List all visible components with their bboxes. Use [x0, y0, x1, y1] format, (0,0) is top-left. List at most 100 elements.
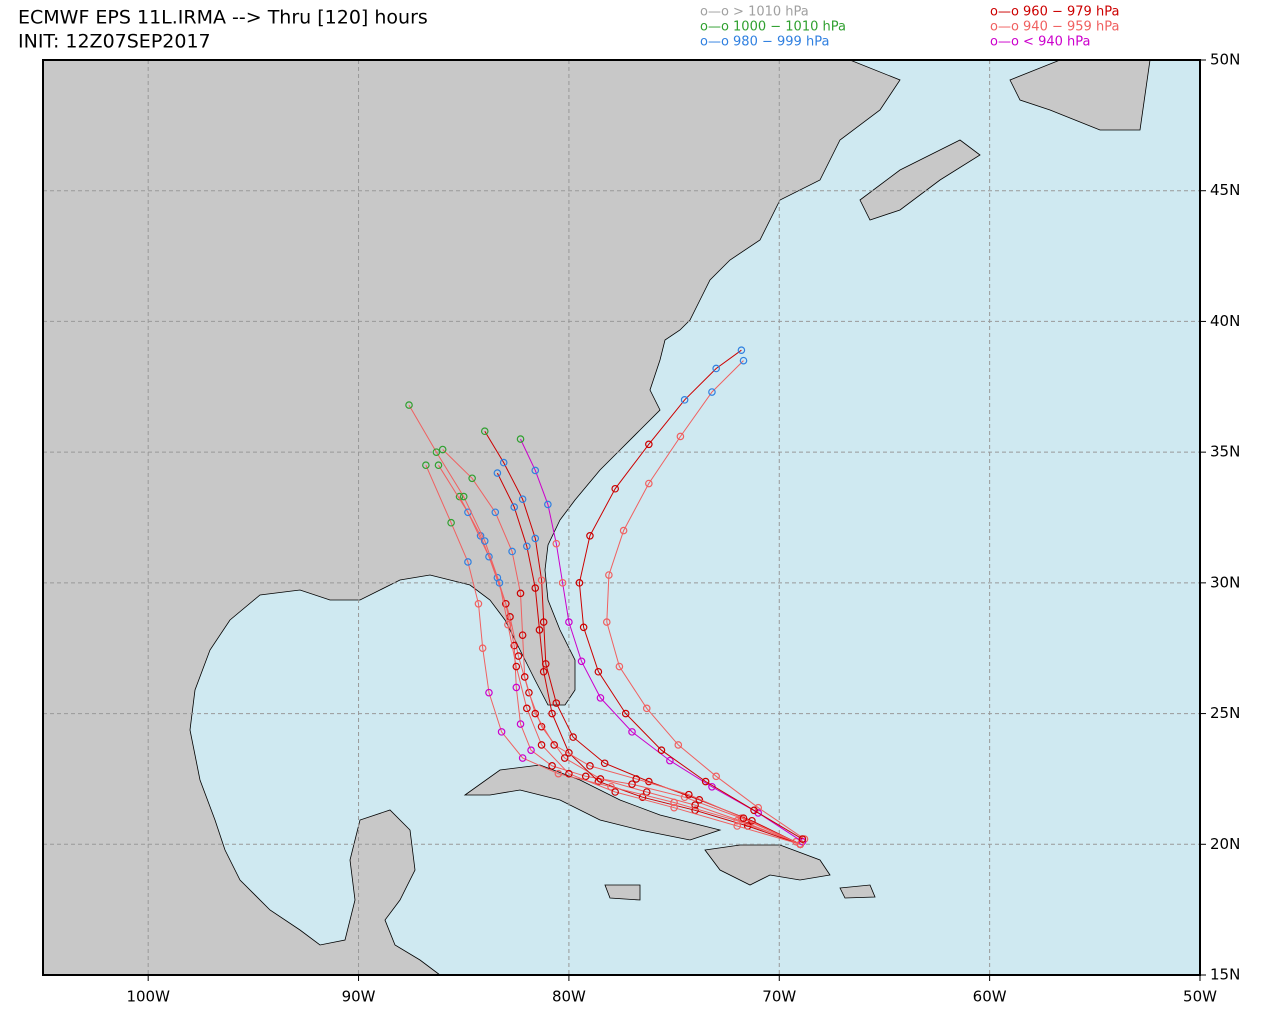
track-point	[712, 364, 720, 373]
track-point	[739, 356, 748, 365]
track-point	[674, 741, 683, 749]
track-point	[497, 728, 506, 736]
track-point	[516, 720, 525, 728]
track-point	[558, 579, 567, 587]
track-point	[628, 780, 636, 788]
subtitle: INIT: 12Z07SEP2017	[18, 31, 211, 53]
track-point	[632, 775, 641, 783]
track-point	[666, 756, 674, 765]
y-tick-label: 35N	[1210, 443, 1240, 461]
track-point	[701, 777, 710, 786]
track-point	[569, 733, 577, 741]
track-point	[552, 539, 561, 548]
track-point	[750, 806, 758, 815]
track-point	[560, 754, 569, 762]
track-point	[712, 772, 720, 781]
track-point	[581, 772, 590, 781]
track-point	[657, 746, 666, 754]
track-line	[408, 404, 801, 845]
track-point	[512, 683, 521, 692]
track-point	[405, 401, 413, 409]
track-point	[541, 660, 550, 668]
track-point	[798, 835, 807, 843]
grid	[43, 60, 1200, 975]
track-point	[600, 759, 609, 768]
track-point	[495, 579, 504, 587]
y-tick-label: 30N	[1210, 573, 1240, 591]
track-point	[552, 699, 561, 707]
track-point	[499, 458, 508, 467]
track-point	[468, 474, 476, 483]
track-point	[474, 599, 483, 608]
track-point	[508, 547, 516, 556]
track-point	[539, 618, 548, 626]
track-point	[491, 508, 500, 517]
legend-entry: o—o 940 − 959 hPa	[990, 20, 1119, 35]
track-point	[518, 754, 527, 762]
track-point	[619, 526, 628, 535]
track-point	[579, 623, 588, 632]
track-point	[628, 728, 636, 736]
legend-entry: o—o > 1010 hPa	[700, 5, 809, 20]
track-point	[565, 748, 573, 757]
track-point	[504, 620, 512, 629]
track-point	[670, 798, 678, 807]
title: ECMWF EPS 11L.IRMA --> Thru [120] hours	[18, 7, 428, 29]
frame	[42, 59, 1201, 976]
track-point	[670, 803, 678, 812]
track-point	[531, 466, 540, 475]
legend-entry: o—o 980 − 999 hPa	[700, 35, 829, 50]
track-point	[611, 788, 619, 796]
track-point	[480, 427, 489, 436]
track-point	[575, 579, 584, 587]
x-tick-label: 70W	[762, 988, 796, 1006]
track-point	[645, 440, 653, 449]
track-point	[550, 741, 558, 749]
land	[42, 59, 1151, 976]
y-tick-label: 20N	[1210, 835, 1240, 853]
track-point	[685, 790, 693, 799]
track-point	[480, 537, 489, 545]
track-point	[512, 662, 521, 671]
track-point	[535, 626, 544, 634]
track-point	[642, 704, 651, 713]
track-point	[438, 445, 447, 454]
track-point	[739, 814, 748, 822]
track-point	[501, 599, 510, 608]
track-point	[638, 793, 647, 802]
track-point	[621, 709, 630, 718]
track-line	[496, 472, 801, 845]
track-point	[594, 667, 603, 676]
x-tick-label: 50W	[1183, 988, 1217, 1006]
track-point	[447, 518, 455, 527]
track-point	[527, 746, 535, 754]
track-point	[577, 657, 586, 666]
track-line	[438, 464, 801, 845]
track-point	[605, 571, 613, 579]
track-point	[708, 388, 716, 396]
track-point	[432, 448, 441, 456]
track-point	[510, 503, 519, 511]
track-point	[537, 576, 546, 585]
track-point	[548, 709, 556, 718]
track-point	[518, 631, 527, 639]
cuba	[463, 764, 722, 841]
x-tick-label: 90W	[342, 988, 376, 1006]
track-point	[602, 618, 611, 626]
track-point	[520, 673, 529, 681]
track-point	[548, 762, 556, 770]
track-point	[531, 584, 540, 592]
track-point	[531, 534, 540, 543]
track-point	[493, 469, 502, 477]
track-point	[518, 495, 527, 504]
track-line	[520, 438, 803, 843]
tracks	[405, 346, 809, 849]
y-tick-label: 45N	[1210, 181, 1240, 199]
legend-entry: o—o 960 − 979 hPa	[990, 5, 1119, 20]
y-tick-label: 50N	[1210, 51, 1240, 69]
track-point	[645, 479, 653, 488]
track-point	[733, 822, 742, 830]
track-point	[586, 762, 594, 770]
track-point	[680, 396, 689, 404]
